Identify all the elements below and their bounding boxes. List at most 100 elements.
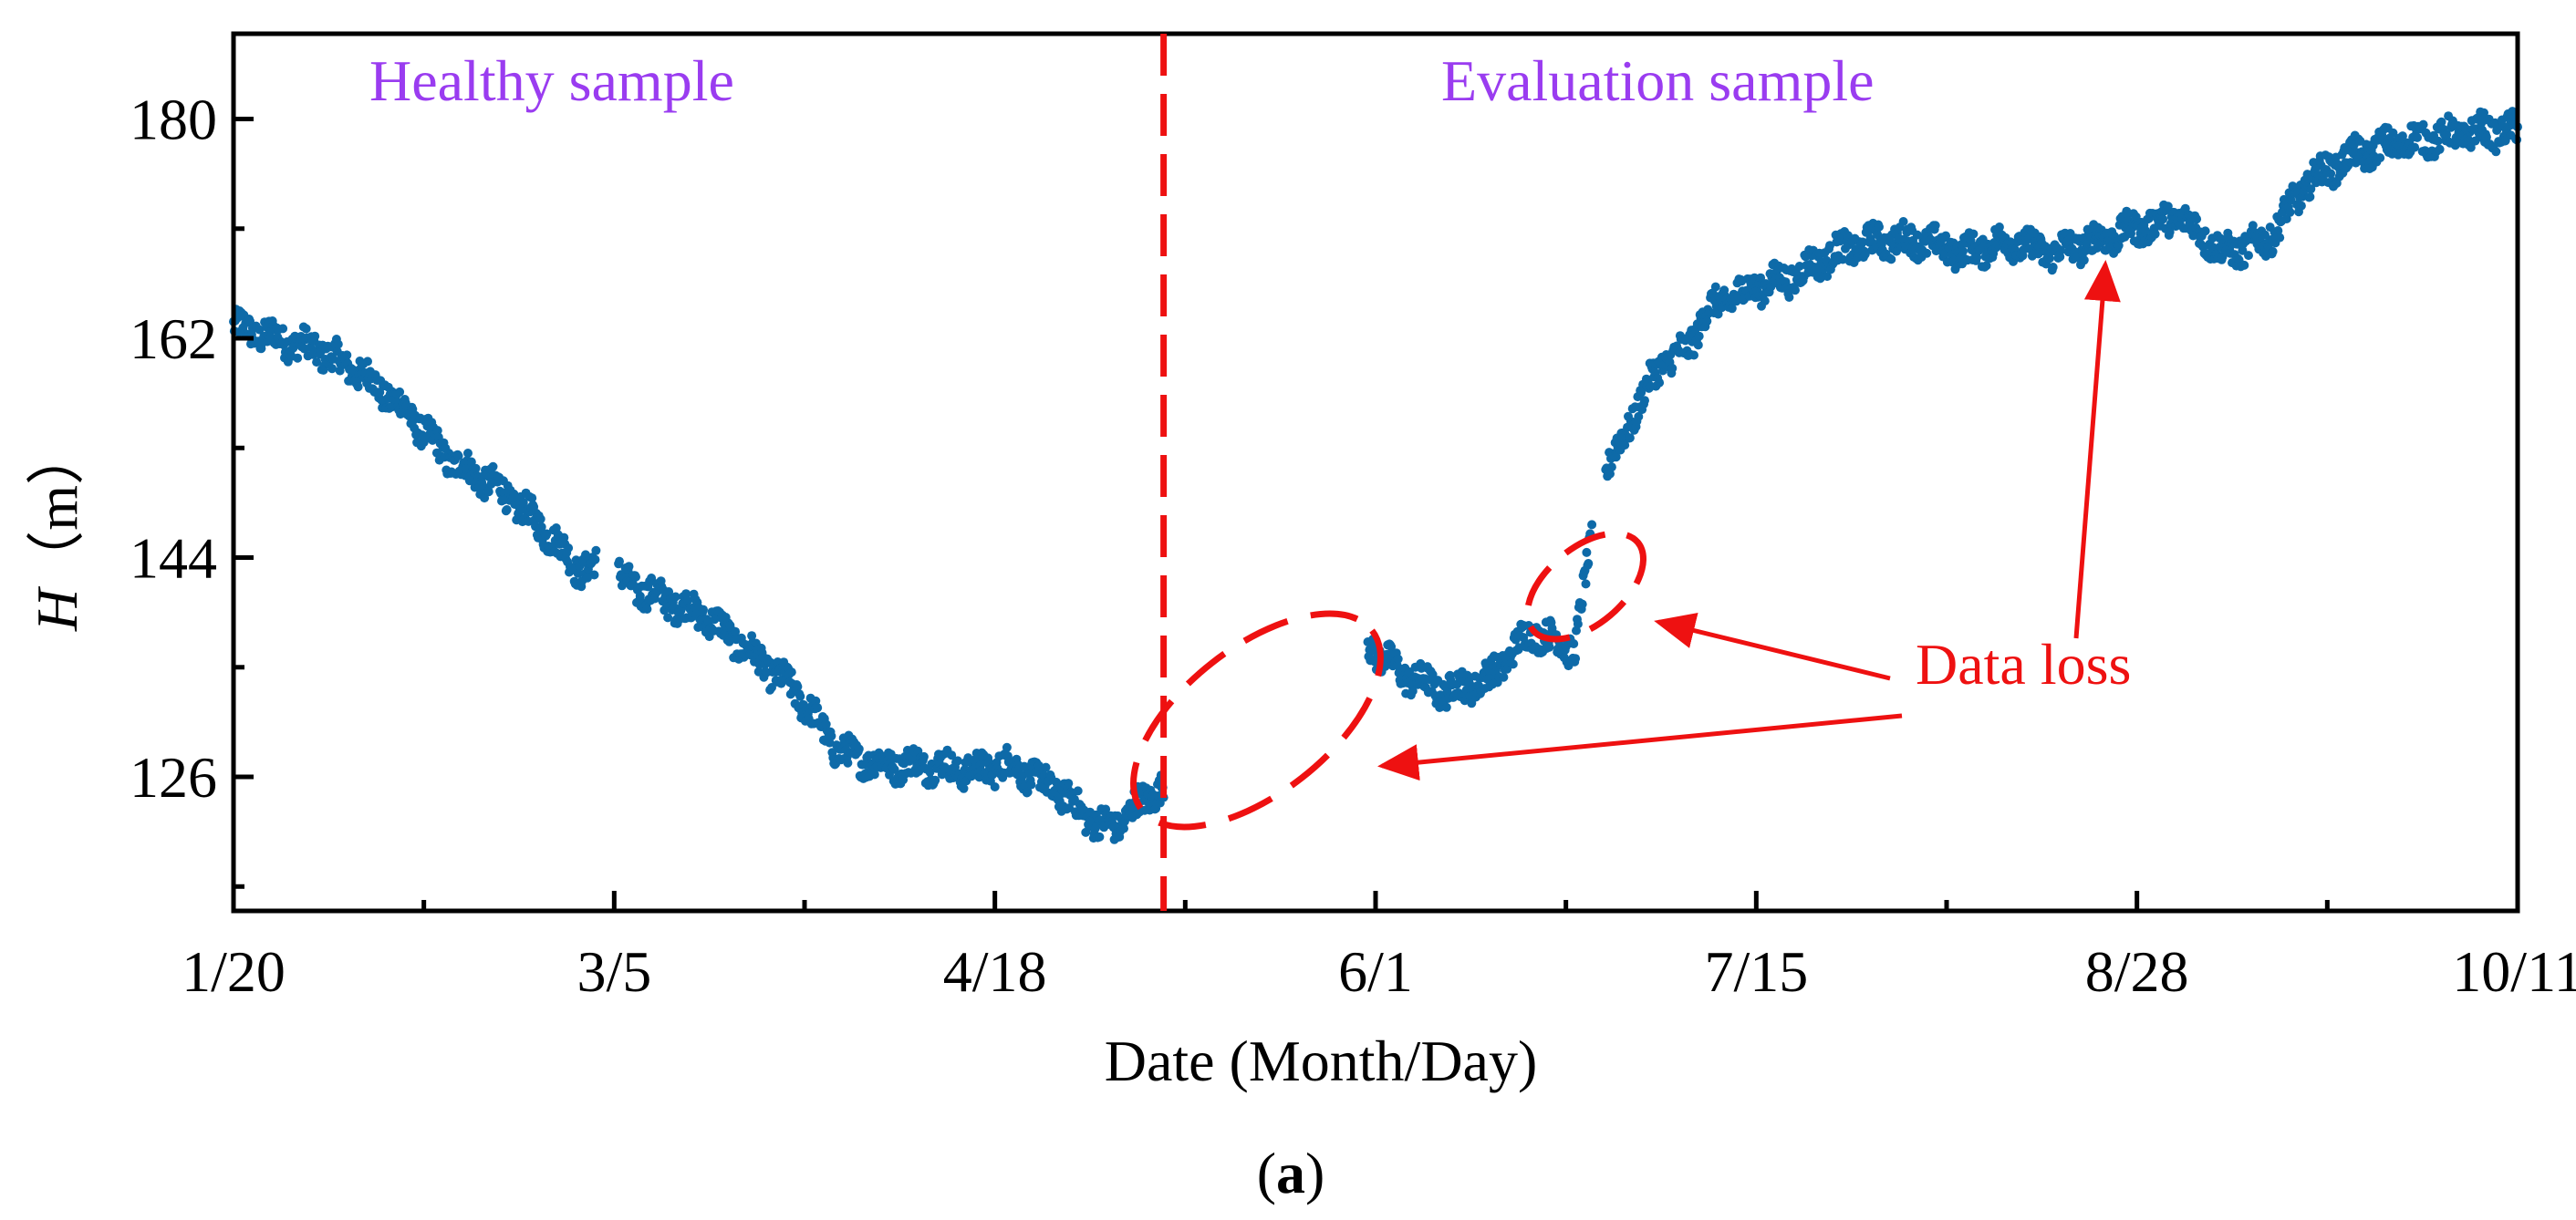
data-point [1544, 642, 1554, 652]
data-point [631, 572, 640, 582]
data-point [564, 543, 574, 553]
data-point [1694, 331, 1704, 341]
data-point [2163, 202, 2173, 212]
data-point [1994, 222, 2004, 232]
caption-open: ( [1257, 1141, 1276, 1205]
data-point [1584, 559, 1594, 568]
data-point [2082, 240, 2092, 250]
data-point [1034, 760, 1044, 770]
data-point [2239, 260, 2249, 270]
data-point [395, 387, 405, 397]
data-point [463, 449, 473, 458]
data-point [1581, 579, 1591, 589]
figure-caption: (a) [1257, 1141, 1325, 1205]
data-point [1838, 254, 1848, 264]
data-point [432, 426, 442, 436]
data-point [589, 570, 599, 580]
y-axis-title-symbol: H [25, 585, 89, 632]
data-point [615, 556, 624, 566]
svg-text:H（m）: H（m） [25, 427, 89, 632]
data-point [1407, 686, 1418, 696]
data-point [2375, 153, 2385, 163]
data-loss-ellipse-1 [1130, 610, 1384, 831]
data-point [590, 554, 600, 564]
data-point [527, 493, 537, 503]
data-point [947, 750, 957, 760]
data-point [535, 514, 545, 524]
data-point [843, 758, 853, 768]
x-tick-label: 8/28 [2085, 939, 2189, 1004]
data-point [488, 461, 498, 471]
data-point [2466, 142, 2476, 152]
caption-letter: a [1276, 1141, 1305, 1205]
x-tick-label: 10/11 [2452, 939, 2576, 1004]
data-point [1569, 639, 1579, 648]
data-point [2244, 251, 2253, 261]
data-point [1689, 350, 1698, 360]
data-point [925, 767, 935, 777]
data-point [786, 667, 796, 677]
data-point [310, 331, 320, 341]
data-point [889, 764, 899, 774]
data-point [333, 339, 343, 349]
data-point [254, 325, 265, 335]
data-point [1571, 654, 1581, 664]
data-point [854, 744, 864, 754]
data-point [591, 545, 601, 555]
data-point [1693, 340, 1703, 350]
data-point [2056, 245, 2066, 255]
data-point [2260, 230, 2270, 240]
data-point [2044, 253, 2054, 264]
data-point [2285, 207, 2295, 217]
data-point [2165, 227, 2175, 237]
data-point [1499, 672, 1509, 682]
y-axis-title-unit: （m） [25, 427, 89, 589]
data-point [1930, 221, 1940, 231]
data-point [1095, 832, 1105, 842]
data-points [229, 107, 2522, 844]
data-point [1886, 254, 1896, 264]
data-point [1825, 241, 1834, 251]
data-point [813, 703, 823, 713]
data-point [483, 487, 493, 497]
data-point [536, 522, 546, 532]
data-point [1972, 253, 1982, 263]
data-loss-arrow-3 [2073, 260, 2121, 639]
data-point [1922, 248, 1932, 258]
evaluation-sample-label: Evaluation sample [1441, 48, 1875, 113]
data-point [1382, 649, 1392, 659]
data-point [312, 357, 322, 367]
data-point [681, 589, 691, 599]
data-point [1023, 787, 1033, 797]
data-point [1026, 780, 1036, 790]
data-point [670, 592, 680, 602]
data-loss-label: Data loss [1916, 632, 2131, 697]
data-point [2481, 132, 2491, 142]
data-point [342, 350, 352, 360]
data-point [1702, 316, 1712, 326]
data-point [1441, 702, 1451, 712]
data-point [1727, 304, 1737, 314]
data-point [747, 631, 757, 641]
data-point [1968, 229, 1979, 239]
data-point [793, 682, 803, 691]
data-point [2433, 136, 2443, 146]
data-point [1041, 762, 1051, 772]
data-point [573, 568, 583, 578]
data-point [2114, 241, 2124, 251]
data-point [1898, 217, 1908, 226]
data-point [826, 731, 836, 741]
x-axis-title: Date (Month/Day) [1105, 1029, 1538, 1093]
data-point [1760, 296, 1770, 306]
data-point [683, 595, 692, 605]
data-point [1119, 823, 1128, 833]
data-point [2079, 255, 2089, 265]
data-point [1064, 779, 1074, 789]
data-point [2238, 245, 2248, 255]
y-tick-label: 126 [130, 745, 217, 810]
data-point [1018, 770, 1027, 781]
y-tick-label: 144 [130, 526, 217, 591]
data-point [1860, 249, 1870, 259]
data-point [1791, 285, 1800, 295]
